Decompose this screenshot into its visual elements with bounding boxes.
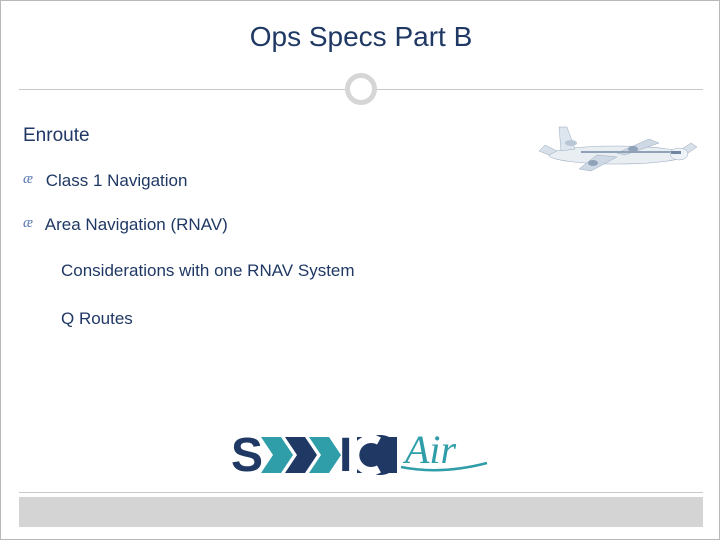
svg-text:S: S (231, 429, 263, 482)
bullet-item: æ Class 1 Navigation (23, 171, 583, 191)
section-subtitle: Enroute (23, 125, 90, 147)
bullet-list: æ Class 1 Navigation æ Area Navigation (… (23, 171, 583, 357)
ring-ornament (345, 73, 377, 105)
footer-divider (19, 492, 703, 493)
bullet-label: Area Navigation (RNAV) (45, 215, 228, 234)
logo: S I Air (1, 427, 720, 483)
slide-title: Ops Specs Part B (1, 21, 720, 53)
bullet-item: æ Area Navigation (RNAV) (23, 215, 583, 235)
sub-item: Considerations with one RNAV System (61, 261, 583, 281)
bullet-mark-icon: æ (23, 171, 41, 188)
svg-text:I: I (339, 429, 352, 482)
bullet-mark-icon: æ (23, 215, 41, 232)
bullet-label: Class 1 Navigation (46, 171, 188, 190)
sub-item: Q Routes (61, 309, 583, 329)
footer-band (19, 497, 703, 527)
slide: Ops Specs Part B Enroute æ Class 1 Navig… (0, 0, 720, 540)
svg-text:Air: Air (402, 427, 457, 472)
airplane-illustration (521, 121, 701, 175)
